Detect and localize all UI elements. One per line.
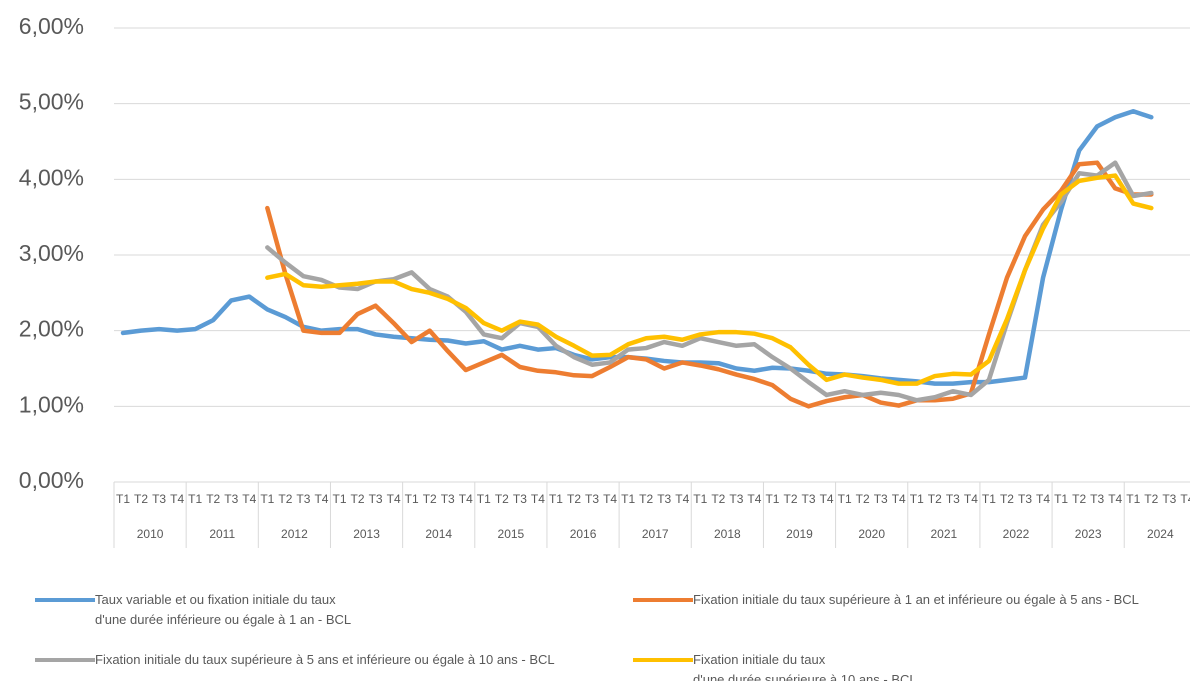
x-group-label: 2010 xyxy=(137,527,164,541)
legend-swatch xyxy=(35,658,95,662)
x-group-label: 2024 xyxy=(1147,527,1174,541)
x-group-label: 2018 xyxy=(714,527,741,541)
x-tick-label: T1 xyxy=(621,492,635,506)
x-tick-label: T3 xyxy=(874,492,888,506)
x-group-label: 2012 xyxy=(281,527,308,541)
x-tick-label: T3 xyxy=(1090,492,1104,506)
x-tick-label: T4 xyxy=(1108,492,1122,506)
legend-label: Taux variable et ou fixation initiale du… xyxy=(95,592,352,627)
x-tick-label: T1 xyxy=(477,492,491,506)
x-tick-label: T3 xyxy=(585,492,599,506)
y-tick-label: 6,00% xyxy=(19,13,84,39)
x-tick-label: T3 xyxy=(369,492,383,506)
x-tick-label: T1 xyxy=(405,492,419,506)
x-tick-label: T3 xyxy=(1162,492,1176,506)
x-group-label: 2011 xyxy=(209,527,235,541)
y-tick-label: 1,00% xyxy=(19,391,84,417)
series-line xyxy=(265,160,1154,409)
x-tick-label: T1 xyxy=(116,492,130,506)
x-tick-label: T2 xyxy=(206,492,220,506)
x-tick-label: T4 xyxy=(1180,492,1190,506)
legend-swatch xyxy=(633,658,693,662)
legend-item: Taux variable et ou fixation initiale du… xyxy=(35,590,351,630)
x-tick-label: T2 xyxy=(1144,492,1158,506)
legend-swatch xyxy=(633,598,693,602)
x-tick-label: T2 xyxy=(711,492,725,506)
legend-item: Fixation initiale du taux supérieure à 5… xyxy=(35,650,555,670)
x-tick-label: T4 xyxy=(675,492,689,506)
x-tick-label: T3 xyxy=(802,492,816,506)
x-tick-label: T4 xyxy=(170,492,184,506)
legend-label: Fixation initiale du taux supérieure à 5… xyxy=(95,652,555,667)
x-tick-label: T3 xyxy=(1018,492,1032,506)
x-tick-label: T1 xyxy=(188,492,202,506)
x-tick-label: T1 xyxy=(1126,492,1140,506)
x-tick-label: T1 xyxy=(332,492,346,506)
chart: 0,00% 1,00% 2,00% 3,00% 4,00% 5,00% 6,00% T1 T2 T… xyxy=(19,13,1190,548)
legend-item: Fixation initiale du taux d'une durée su… xyxy=(633,650,917,681)
x-tick-label: T1 xyxy=(260,492,274,506)
x-tick-label: T4 xyxy=(747,492,761,506)
x-tick-label: T2 xyxy=(639,492,653,506)
x-group-label: 2019 xyxy=(786,527,813,541)
legend-label: Fixation initiale du taux d'une durée su… xyxy=(693,652,917,681)
x-tick-label: T1 xyxy=(549,492,563,506)
x-tick-label: T2 xyxy=(567,492,581,506)
x-tick-label: T2 xyxy=(278,492,292,506)
x-tick-label: T1 xyxy=(1054,492,1068,506)
x-group-label: 2016 xyxy=(570,527,597,541)
x-tick-label: T1 xyxy=(693,492,707,506)
x-tick-label: T2 xyxy=(134,492,148,506)
x-tick-label: T2 xyxy=(856,492,870,506)
x-tick-label: T4 xyxy=(314,492,328,506)
x-tick-label: T1 xyxy=(910,492,924,506)
x-tick-label: T3 xyxy=(946,492,960,506)
y-tick-label: 2,00% xyxy=(19,316,84,342)
x-group-label: 2014 xyxy=(425,527,452,541)
x-tick-label: T2 xyxy=(495,492,509,506)
x-tick-label: T3 xyxy=(657,492,671,506)
x-tick-label: T2 xyxy=(1072,492,1086,506)
y-tick-label: 0,00% xyxy=(19,467,84,493)
y-tick-label: 4,00% xyxy=(19,164,84,190)
x-group-label: 2015 xyxy=(498,527,525,541)
x-tick-label: T4 xyxy=(1036,492,1050,506)
x-tick-label: T4 xyxy=(820,492,834,506)
x-tick-label: T4 xyxy=(964,492,978,506)
legend-item: Fixation initiale du taux supérieure à 1… xyxy=(633,590,1139,610)
x-tick-label: T3 xyxy=(224,492,238,506)
x-tick-label: T3 xyxy=(513,492,527,506)
x-tick-label: T2 xyxy=(423,492,437,506)
legend-swatch xyxy=(35,598,95,602)
x-tick-label: T1 xyxy=(765,492,779,506)
series-line xyxy=(265,160,1154,403)
x-tick-label: T2 xyxy=(928,492,942,506)
x-tick-label: T4 xyxy=(459,492,473,506)
x-tick-label: T3 xyxy=(152,492,166,506)
x-tick-label: T4 xyxy=(603,492,617,506)
x-tick-label: T3 xyxy=(296,492,310,506)
x-tick-label: T4 xyxy=(892,492,906,506)
x-tick-label: T4 xyxy=(242,492,256,506)
y-tick-label: 5,00% xyxy=(19,89,84,115)
x-tick-label: T2 xyxy=(351,492,365,506)
x-group-label: 2013 xyxy=(353,527,380,541)
x-tick-label: T4 xyxy=(387,492,401,506)
x-tick-label: T2 xyxy=(1000,492,1014,506)
x-tick-label: T1 xyxy=(838,492,852,506)
x-tick-label: T2 xyxy=(783,492,797,506)
series-line xyxy=(265,173,1154,386)
x-tick-label: T3 xyxy=(729,492,743,506)
x-group-label: 2023 xyxy=(1075,527,1102,541)
x-group-label: 2017 xyxy=(642,527,669,541)
x-group-label: 2021 xyxy=(930,527,957,541)
x-tick-label: T3 xyxy=(441,492,455,506)
x-tick-label: T4 xyxy=(531,492,545,506)
x-group-label: 2020 xyxy=(858,527,885,541)
x-group-label: 2022 xyxy=(1003,527,1030,541)
legend-label: Fixation initiale du taux supérieure à 1… xyxy=(693,592,1139,607)
y-tick-label: 3,00% xyxy=(19,240,84,266)
x-tick-label: T1 xyxy=(982,492,996,506)
